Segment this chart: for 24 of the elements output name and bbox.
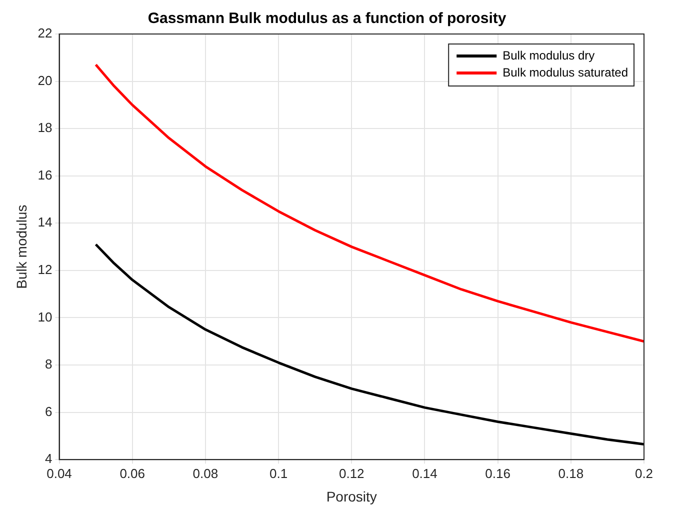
x-tick-label: 0.08 (192, 466, 218, 481)
x-tick-label: 0.12 (338, 466, 364, 481)
legend-label: Bulk modulus saturated (502, 65, 628, 80)
y-axis-title: Bulk modulus (13, 204, 30, 289)
y-tick-label: 8 (45, 356, 52, 372)
x-tick-label: 0.16 (485, 466, 510, 481)
x-tick-label: 0.2 (634, 466, 654, 481)
legend-label: Bulk modulus dry (502, 48, 595, 62)
x-tick-label: 0.04 (46, 466, 72, 481)
y-tick-label: 12 (38, 262, 52, 278)
x-tick-label: 0.06 (120, 466, 146, 481)
x-tick-label: 0.18 (558, 466, 584, 481)
x-tick-label: 0.1 (270, 466, 288, 481)
y-tick-label: 4 (45, 451, 52, 466)
y-tick-label: 14 (38, 214, 52, 230)
y-tick-label: 16 (38, 167, 52, 182)
y-tick-label: 10 (38, 309, 52, 324)
y-tick-label: 20 (38, 72, 52, 88)
y-tick-label: 6 (45, 404, 52, 419)
x-axis-title: Porosity (326, 488, 377, 504)
y-tick-label: 22 (38, 26, 52, 41)
chart-title: Gassmann Bulk modulus as a function of porosity (148, 10, 507, 28)
x-tick-label: 0.14 (412, 466, 438, 481)
y-tick-label: 18 (38, 120, 52, 136)
